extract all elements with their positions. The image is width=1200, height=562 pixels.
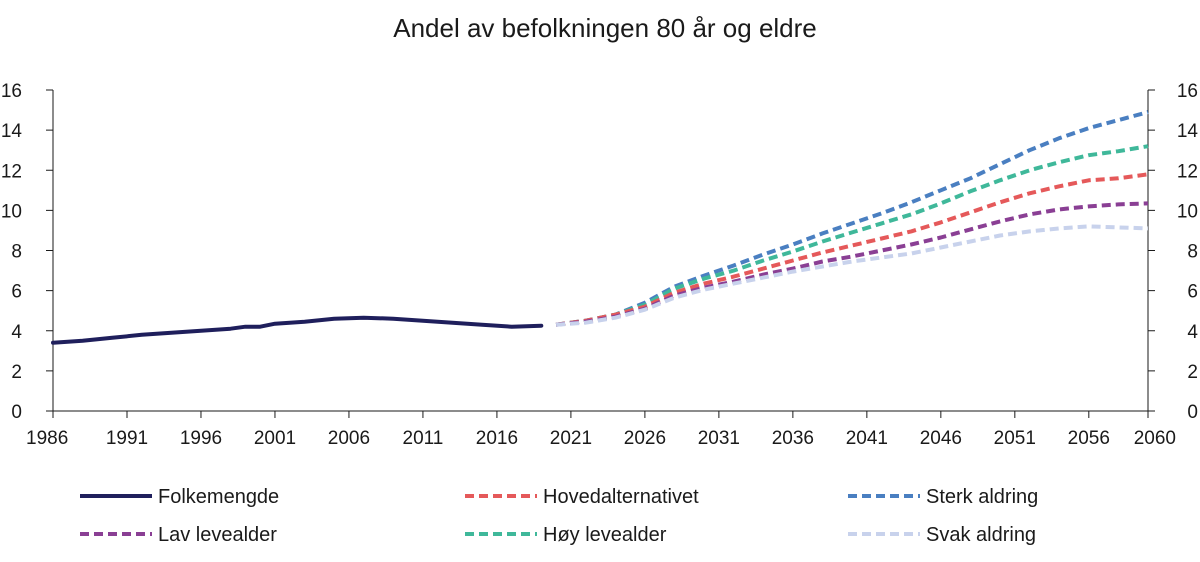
x-tick-label: 1996	[180, 428, 222, 449]
x-tick-label: 2031	[698, 428, 740, 449]
series-line-svak-aldring	[555, 224, 1149, 327]
y-tick-label-left: 16	[1, 81, 22, 102]
y-tick-label-left: 8	[11, 242, 22, 263]
y-tick-label-left: 4	[11, 322, 22, 343]
axes: 0 0 2 2 4 4 6 6 8 8 10 10 12 12 14 14 16 16 1986 1991 1996 20…	[1, 81, 1199, 449]
y-tick-label-right: 8	[1187, 242, 1198, 263]
y-tick-label-left: 6	[11, 282, 22, 303]
y-tick-label-right: 4	[1187, 322, 1198, 343]
x-tick-label: 1991	[106, 428, 148, 449]
series-line-h-y-levealder	[555, 144, 1149, 327]
legend-label: Hovedalternativet	[543, 486, 699, 508]
y-tick-label-left: 14	[1, 121, 23, 142]
legend-label: Sterk aldring	[926, 486, 1038, 508]
legend-label: Folkemengde	[158, 486, 279, 508]
y-tick-label-left: 2	[11, 362, 22, 383]
x-tick-label: 2001	[254, 428, 296, 449]
series-line-sterk-aldring	[555, 110, 1149, 327]
chart-title: Andel av befolkningen 80 år og eldre	[393, 13, 817, 43]
series-line-folkemengde	[51, 315, 544, 345]
series-line-hovedalternativet	[555, 172, 1149, 327]
x-tick-label: 1986	[26, 428, 68, 449]
y-tick-label-right: 0	[1187, 402, 1198, 423]
y-tick-label-right: 6	[1187, 282, 1198, 303]
legend: Folkemengde Hovedalternativet Sterk aldrin…	[80, 486, 1038, 546]
x-tick-label: 2021	[550, 428, 592, 449]
x-tick-label: 2060	[1134, 428, 1176, 449]
y-tick-label-left: 10	[1, 201, 22, 222]
y-tick-label-right: 2	[1187, 362, 1198, 383]
x-tick-label: 2041	[846, 428, 888, 449]
y-tick-label-left: 0	[11, 402, 22, 423]
y-tick-label-right: 14	[1177, 121, 1199, 142]
legend-label: Lav levealder	[158, 524, 277, 546]
legend-label: Svak aldring	[926, 524, 1036, 546]
y-tick-label-right: 10	[1177, 201, 1198, 222]
x-tick-label: 2036	[772, 428, 814, 449]
x-tick-label: 2016	[476, 428, 518, 449]
y-tick-label-left: 12	[1, 161, 22, 182]
legend-label: Høy levealder	[543, 524, 667, 546]
x-tick-label: 2056	[1068, 428, 1110, 449]
x-tick-label: 2026	[624, 428, 666, 449]
y-tick-label-right: 12	[1177, 161, 1198, 182]
x-tick-label: 2011	[403, 428, 444, 449]
x-tick-label: 2046	[920, 428, 962, 449]
plot-area	[51, 110, 1149, 345]
y-tick-label-right: 16	[1177, 81, 1198, 102]
x-tick-label: 2006	[328, 428, 370, 449]
x-tick-label: 2051	[994, 428, 1036, 449]
